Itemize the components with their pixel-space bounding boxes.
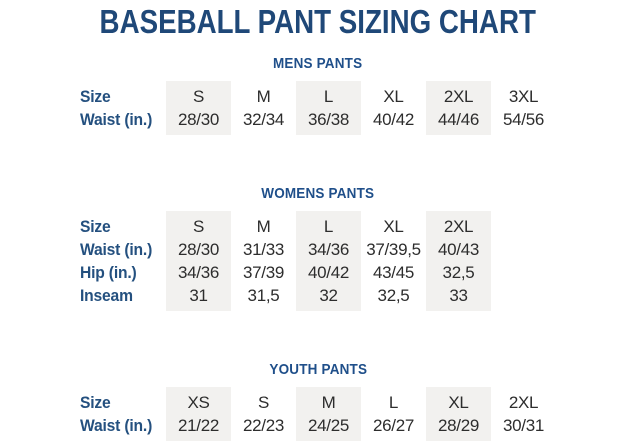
- section-title-womens: WOMENS PANTS: [0, 185, 636, 202]
- row-label: Waist (in.): [80, 414, 166, 437]
- table-cell: XL: [383, 217, 404, 236]
- size-column: 2XL 40/43 32,5 33: [426, 211, 491, 311]
- section-title-mens: MENS PANTS: [0, 55, 636, 72]
- table-cell: 24/25: [307, 416, 350, 435]
- table-cell: 37/39,5: [366, 240, 421, 259]
- size-column: S 28/30: [166, 81, 231, 135]
- table-cell: XL: [383, 87, 404, 106]
- size-column: 3XL 54/56: [491, 81, 556, 135]
- section-youth-pants: YOUTH PANTS Size Waist (in.) XS 21/22 S 22/23…: [0, 361, 636, 441]
- table-cell: 28/30: [177, 110, 220, 129]
- sizing-chart-page: BASEBALL PANT SIZING CHART MENS PANTS Si…: [0, 5, 636, 441]
- table-cell: 28/30: [177, 240, 220, 259]
- womens-sizing-table: Size Waist (in.) Hip (in.) Inseam S 28/30 34/3…: [80, 211, 636, 311]
- table-cell: S: [192, 217, 205, 236]
- table-cell: L: [323, 87, 334, 106]
- row-label-column: Size Waist (in.) Hip (in.) Inseam: [80, 211, 166, 311]
- table-cell: 26/27: [372, 416, 415, 435]
- row-label: Waist (in.): [80, 108, 166, 131]
- size-column: XS 21/22: [166, 387, 231, 441]
- row-label: Inseam: [80, 284, 166, 307]
- row-label: Size: [80, 85, 166, 108]
- table-cell: 32/34: [242, 110, 285, 129]
- section-mens-pants: MENS PANTS Size Waist (in.) S 28/30 M 32/34 L 3…: [0, 55, 636, 135]
- table-cell: 32,5: [377, 286, 410, 305]
- size-column: S 22/23: [231, 387, 296, 441]
- section-title-womens-text: WOMENS PANTS: [261, 185, 375, 202]
- page-title: BASEBALL PANT SIZING CHART: [0, 5, 636, 39]
- page-title-text: BASEBALL PANT SIZING CHART: [99, 3, 537, 40]
- table-cell: M: [256, 87, 271, 106]
- size-column: XL 40/42: [361, 81, 426, 135]
- table-cell: 21/22: [177, 416, 220, 435]
- table-cell: M: [256, 217, 271, 236]
- size-column: M 32/34: [231, 81, 296, 135]
- table-cell: 40/42: [372, 110, 415, 129]
- mens-sizing-table: Size Waist (in.) S 28/30 M 32/34 L 36/38 XL 40/42…: [80, 81, 636, 135]
- row-label-column: Size Waist (in.): [80, 81, 166, 135]
- section-womens-pants: WOMENS PANTS Size Waist (in.) Hip (in.) Ins…: [0, 185, 636, 311]
- row-label-column: Size Waist (in.): [80, 387, 166, 441]
- table-cell: 32: [319, 286, 338, 305]
- table-cell: 2XL: [508, 393, 539, 412]
- table-cell: S: [257, 393, 270, 412]
- section-title-youth: YOUTH PANTS: [0, 361, 636, 378]
- size-column: L 34/36 40/42 32: [296, 211, 361, 311]
- table-cell: 28/29: [437, 416, 480, 435]
- row-label: Hip (in.): [80, 261, 166, 284]
- row-label: Size: [80, 391, 166, 414]
- size-column: 2XL 44/46: [426, 81, 491, 135]
- table-cell: 33: [449, 286, 468, 305]
- row-label-text: Inseam: [80, 286, 133, 305]
- table-cell: 2XL: [443, 87, 474, 106]
- size-column: L 36/38: [296, 81, 361, 135]
- table-cell: 3XL: [508, 87, 539, 106]
- row-label-text: Size: [80, 87, 111, 106]
- size-column: S 28/30 34/36 31: [166, 211, 231, 311]
- table-cell: L: [388, 393, 399, 412]
- row-label-text: Waist (in.): [80, 110, 153, 129]
- table-cell: 34/36: [177, 263, 220, 282]
- row-label-text: Size: [80, 393, 111, 412]
- table-cell: 31,5: [247, 286, 280, 305]
- size-column: M 24/25: [296, 387, 361, 441]
- section-title-mens-text: MENS PANTS: [273, 55, 363, 72]
- size-column: XL 28/29: [426, 387, 491, 441]
- table-cell: XL: [448, 393, 469, 412]
- row-label-text: Waist (in.): [80, 240, 153, 259]
- section-title-youth-text: YOUTH PANTS: [269, 361, 367, 378]
- row-label-text: Waist (in.): [80, 416, 153, 435]
- size-column: L 26/27: [361, 387, 426, 441]
- table-cell: S: [192, 87, 205, 106]
- table-cell: 40/43: [437, 240, 480, 259]
- table-cell: 31: [189, 286, 208, 305]
- table-cell: 36/38: [307, 110, 350, 129]
- table-cell: L: [323, 217, 334, 236]
- size-column: M 31/33 37/39 31,5: [231, 211, 296, 311]
- table-cell: M: [321, 393, 336, 412]
- row-label-text: Size: [80, 217, 111, 236]
- table-cell: 2XL: [443, 217, 474, 236]
- table-cell: 43/45: [372, 263, 415, 282]
- row-label: Size: [80, 215, 166, 238]
- table-cell: XS: [187, 393, 210, 412]
- table-cell: 40/42: [307, 263, 350, 282]
- table-cell: 34/36: [307, 240, 350, 259]
- size-column: XL 37/39,5 43/45 32,5: [361, 211, 426, 311]
- row-label: Waist (in.): [80, 238, 166, 261]
- youth-sizing-table: Size Waist (in.) XS 21/22 S 22/23 M 24/25 L 26/27…: [80, 387, 636, 441]
- table-cell: 31/33: [242, 240, 285, 259]
- table-cell: 37/39: [242, 263, 285, 282]
- table-cell: 44/46: [437, 110, 480, 129]
- table-cell: 30/31: [502, 416, 545, 435]
- table-cell: 32,5: [442, 263, 475, 282]
- row-label-text: Hip (in.): [80, 263, 137, 282]
- table-cell: 22/23: [242, 416, 285, 435]
- size-column: 2XL 30/31: [491, 387, 556, 441]
- table-cell: 54/56: [502, 110, 545, 129]
